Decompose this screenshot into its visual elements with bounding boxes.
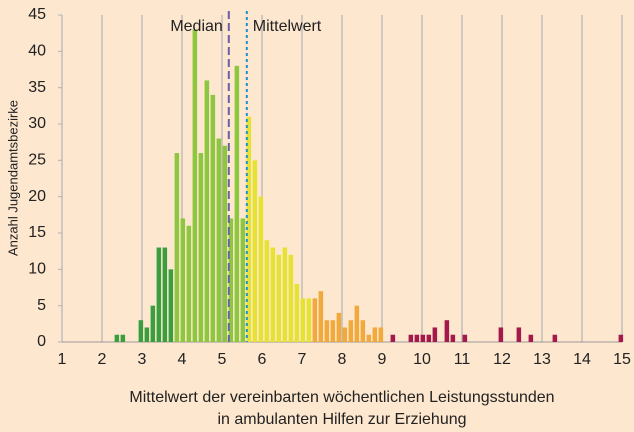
bar <box>114 334 120 342</box>
bar <box>618 334 624 342</box>
bar <box>186 225 192 342</box>
bar <box>198 153 204 342</box>
y-tick-label: 25 <box>28 152 46 169</box>
x-tick-label: 8 <box>338 351 347 368</box>
bar <box>228 218 234 342</box>
x-tick-label: 3 <box>138 351 147 368</box>
bar <box>162 247 168 342</box>
bar <box>414 334 420 342</box>
bar <box>174 153 180 342</box>
x-tick-label: 13 <box>533 351 551 368</box>
x-tick-label: 15 <box>613 351 631 368</box>
bar <box>408 334 414 342</box>
bar <box>222 145 228 342</box>
bar <box>498 327 504 342</box>
bar <box>372 327 378 342</box>
bar <box>378 327 384 342</box>
x-tick-label: 9 <box>378 351 387 368</box>
bar <box>288 254 294 342</box>
x-axis-label: Mittelwert der vereinbarten wöchentliche… <box>129 389 554 406</box>
bar <box>240 218 246 342</box>
bar <box>192 29 198 343</box>
bar <box>120 334 126 342</box>
bar <box>216 138 222 342</box>
bar <box>246 116 252 342</box>
bar <box>432 327 438 342</box>
x-tick-label: 14 <box>573 351 591 368</box>
bar <box>342 327 348 342</box>
y-tick-label: 40 <box>28 43 46 60</box>
x-tick-label: 12 <box>493 351 511 368</box>
bar <box>426 334 432 342</box>
bar <box>138 320 144 342</box>
bar <box>348 320 354 342</box>
bar <box>300 298 306 342</box>
bar <box>390 334 396 342</box>
bar <box>450 334 456 342</box>
x-tick-label: 4 <box>178 351 187 368</box>
bar <box>528 334 534 342</box>
x-tick-label: 7 <box>298 351 307 368</box>
bar <box>282 247 288 342</box>
bar <box>276 254 282 342</box>
x-tick-label: 2 <box>98 351 107 368</box>
bar <box>204 80 210 343</box>
y-axis-label: Anzahl Jugendamtsbezirke <box>5 100 20 256</box>
bar <box>306 298 312 342</box>
bar <box>324 320 330 342</box>
bar <box>294 283 300 342</box>
bar <box>312 298 318 342</box>
bar <box>150 305 156 342</box>
bar <box>258 196 264 342</box>
bar <box>516 327 522 342</box>
bar <box>462 334 468 342</box>
bar <box>318 291 324 342</box>
x-axis-label: in ambulanten Hilfen zur Erziehung <box>217 411 466 428</box>
y-tick-label: 0 <box>37 333 46 350</box>
y-tick-label: 10 <box>28 261 46 278</box>
y-tick-label: 15 <box>28 224 46 241</box>
y-tick-label: 45 <box>28 6 46 23</box>
bar <box>444 320 450 342</box>
bar <box>156 247 162 342</box>
bar <box>264 240 270 342</box>
bar <box>234 65 240 342</box>
annotation: Mittelwert <box>253 18 322 35</box>
bar <box>330 320 336 342</box>
bar <box>552 334 558 342</box>
x-tick-label: 5 <box>218 351 227 368</box>
bar <box>360 320 366 342</box>
bar <box>210 94 216 342</box>
y-tick-label: 35 <box>28 79 46 96</box>
x-tick-label: 6 <box>258 351 267 368</box>
x-tick-label: 1 <box>58 351 67 368</box>
bar <box>354 305 360 342</box>
bar <box>180 218 186 342</box>
bar <box>168 269 174 342</box>
bar <box>144 327 150 342</box>
y-tick-label: 30 <box>28 115 46 132</box>
y-tick-label: 20 <box>28 188 46 205</box>
y-tick-label: 5 <box>37 297 46 314</box>
x-tick-label: 10 <box>413 351 431 368</box>
bar <box>252 160 258 342</box>
bar <box>420 334 426 342</box>
x-tick-label: 11 <box>454 351 471 368</box>
bar <box>366 334 372 342</box>
bar <box>270 247 276 342</box>
bar <box>336 312 342 342</box>
annotation: Median <box>170 18 222 35</box>
